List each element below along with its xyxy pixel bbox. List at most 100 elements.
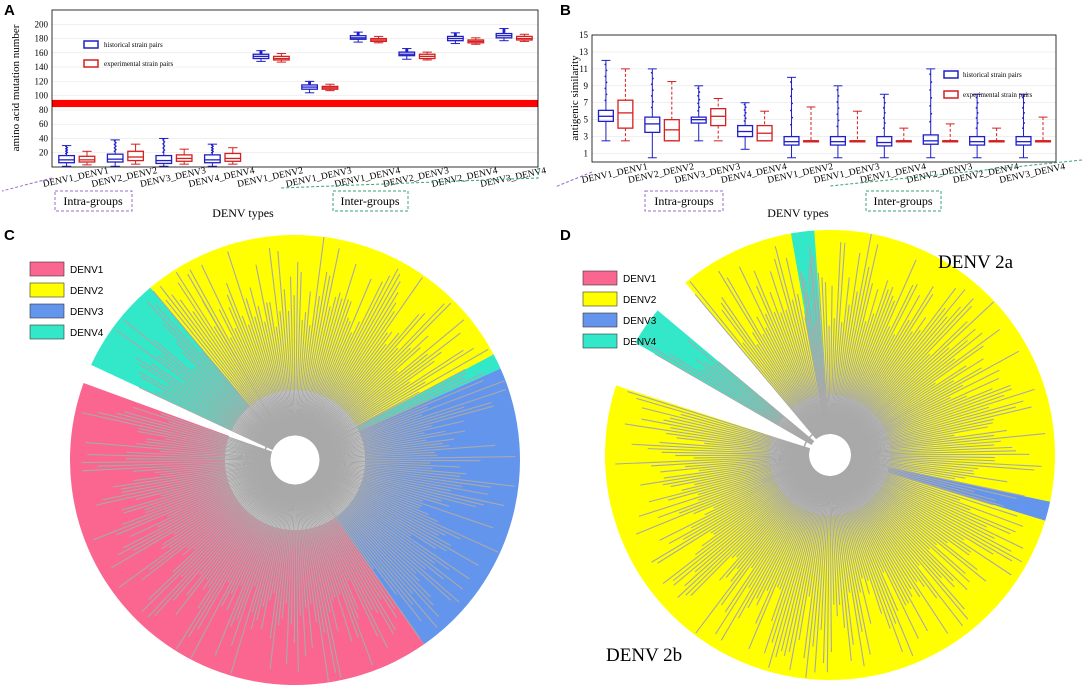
tree-branch — [301, 483, 336, 598]
box-body — [106, 153, 124, 163]
tree-branch — [847, 465, 965, 541]
y-tick-label: 9 — [584, 81, 589, 91]
tree-branch — [201, 300, 284, 440]
tree-branch — [168, 421, 272, 454]
tree-branch — [669, 417, 810, 451]
outlier-point — [697, 109, 700, 112]
tree-branch — [846, 467, 948, 544]
tree-branch — [318, 405, 494, 455]
tree-branch — [766, 473, 822, 592]
tree-branch — [638, 460, 811, 517]
outlier-point — [929, 104, 932, 107]
tree-branch — [694, 293, 817, 440]
tree-branch — [627, 391, 811, 450]
tree-branch — [849, 395, 967, 448]
tree-branch — [256, 483, 290, 621]
tree-branch — [677, 468, 816, 598]
outlier-point — [113, 150, 116, 153]
tree-root-ring — [802, 427, 858, 483]
tree-branch — [838, 473, 907, 606]
tree-branch — [293, 484, 296, 644]
tree-branch — [752, 332, 820, 438]
tree-branch — [695, 467, 814, 555]
tree-branch — [318, 388, 506, 453]
tree-branch — [848, 350, 1019, 446]
tree-branch — [295, 320, 303, 436]
tree-branch — [262, 483, 291, 608]
tree-branch — [306, 273, 401, 439]
tree-branch — [848, 384, 964, 446]
tree-branch — [141, 474, 277, 581]
y-tick-label: 180 — [35, 34, 49, 44]
tree-branch — [125, 458, 271, 461]
tree-branch — [809, 246, 829, 435]
legend-label-denv2: DENV2 — [623, 295, 657, 306]
tree-branch — [117, 471, 274, 556]
tree-branch — [132, 406, 272, 453]
tree-branch — [141, 476, 278, 612]
tree-branch — [807, 268, 829, 435]
tree-branch — [844, 305, 973, 441]
tree-branch — [850, 457, 975, 475]
tree-branch — [841, 317, 927, 439]
tree-branch — [837, 474, 897, 625]
tree-branch — [315, 472, 447, 552]
tree-branch — [236, 482, 288, 620]
tree-branch — [693, 454, 810, 459]
tree-branch — [310, 478, 438, 628]
outlier-point — [65, 147, 67, 150]
tree-branch — [844, 321, 968, 441]
tree-branch — [724, 472, 819, 613]
box-experimental — [175, 148, 193, 165]
tree-branch — [843, 470, 969, 620]
tree-branch — [314, 473, 450, 570]
tree-branch — [839, 334, 896, 437]
box-historical — [155, 137, 173, 167]
outlier-point — [976, 122, 979, 124]
tree-branch — [837, 295, 894, 436]
tree-branch — [850, 457, 1008, 483]
tree-branch — [305, 481, 373, 611]
tree-branch — [310, 314, 420, 442]
tree-branch — [842, 471, 964, 627]
tree-branch — [313, 474, 444, 580]
outlier-point — [743, 120, 746, 122]
tree-branch — [832, 252, 861, 435]
tree-branch — [319, 455, 516, 461]
tree-branch — [736, 470, 818, 570]
inter-guide-line — [279, 167, 539, 189]
tree-branch — [720, 472, 820, 641]
tree-branch — [311, 477, 434, 606]
tree-branch — [316, 470, 440, 536]
tree-branch — [297, 484, 312, 604]
tree-branch — [300, 296, 337, 437]
tree-branch — [295, 272, 302, 436]
tree-branch — [303, 278, 372, 438]
tree-branch — [843, 306, 961, 440]
tree-branch — [81, 459, 271, 464]
tree-branch — [796, 293, 827, 435]
tree-branch — [201, 264, 285, 439]
outlier-point — [308, 80, 310, 83]
tree-branch — [318, 430, 446, 456]
tree-branch — [303, 482, 374, 666]
tree-branch — [849, 388, 1035, 450]
y-tick-label: 5 — [584, 115, 589, 125]
tree-branch — [845, 468, 937, 546]
box-historical — [922, 68, 939, 159]
tree-branch — [82, 460, 271, 472]
tree-branch — [318, 465, 484, 506]
tree-branch — [848, 369, 1000, 447]
tree-branch — [299, 248, 340, 437]
tree-branch — [670, 458, 810, 488]
inter-guide-line — [829, 159, 1083, 187]
box-experimental — [756, 110, 773, 142]
tree-branch — [229, 337, 285, 439]
tree-branch — [311, 303, 445, 443]
outlier-point — [836, 125, 839, 128]
tree-branch — [226, 294, 287, 438]
tree-branch — [775, 475, 826, 658]
outlier-point — [743, 109, 746, 111]
tree-branch — [721, 297, 819, 439]
tree-branch — [214, 482, 287, 656]
